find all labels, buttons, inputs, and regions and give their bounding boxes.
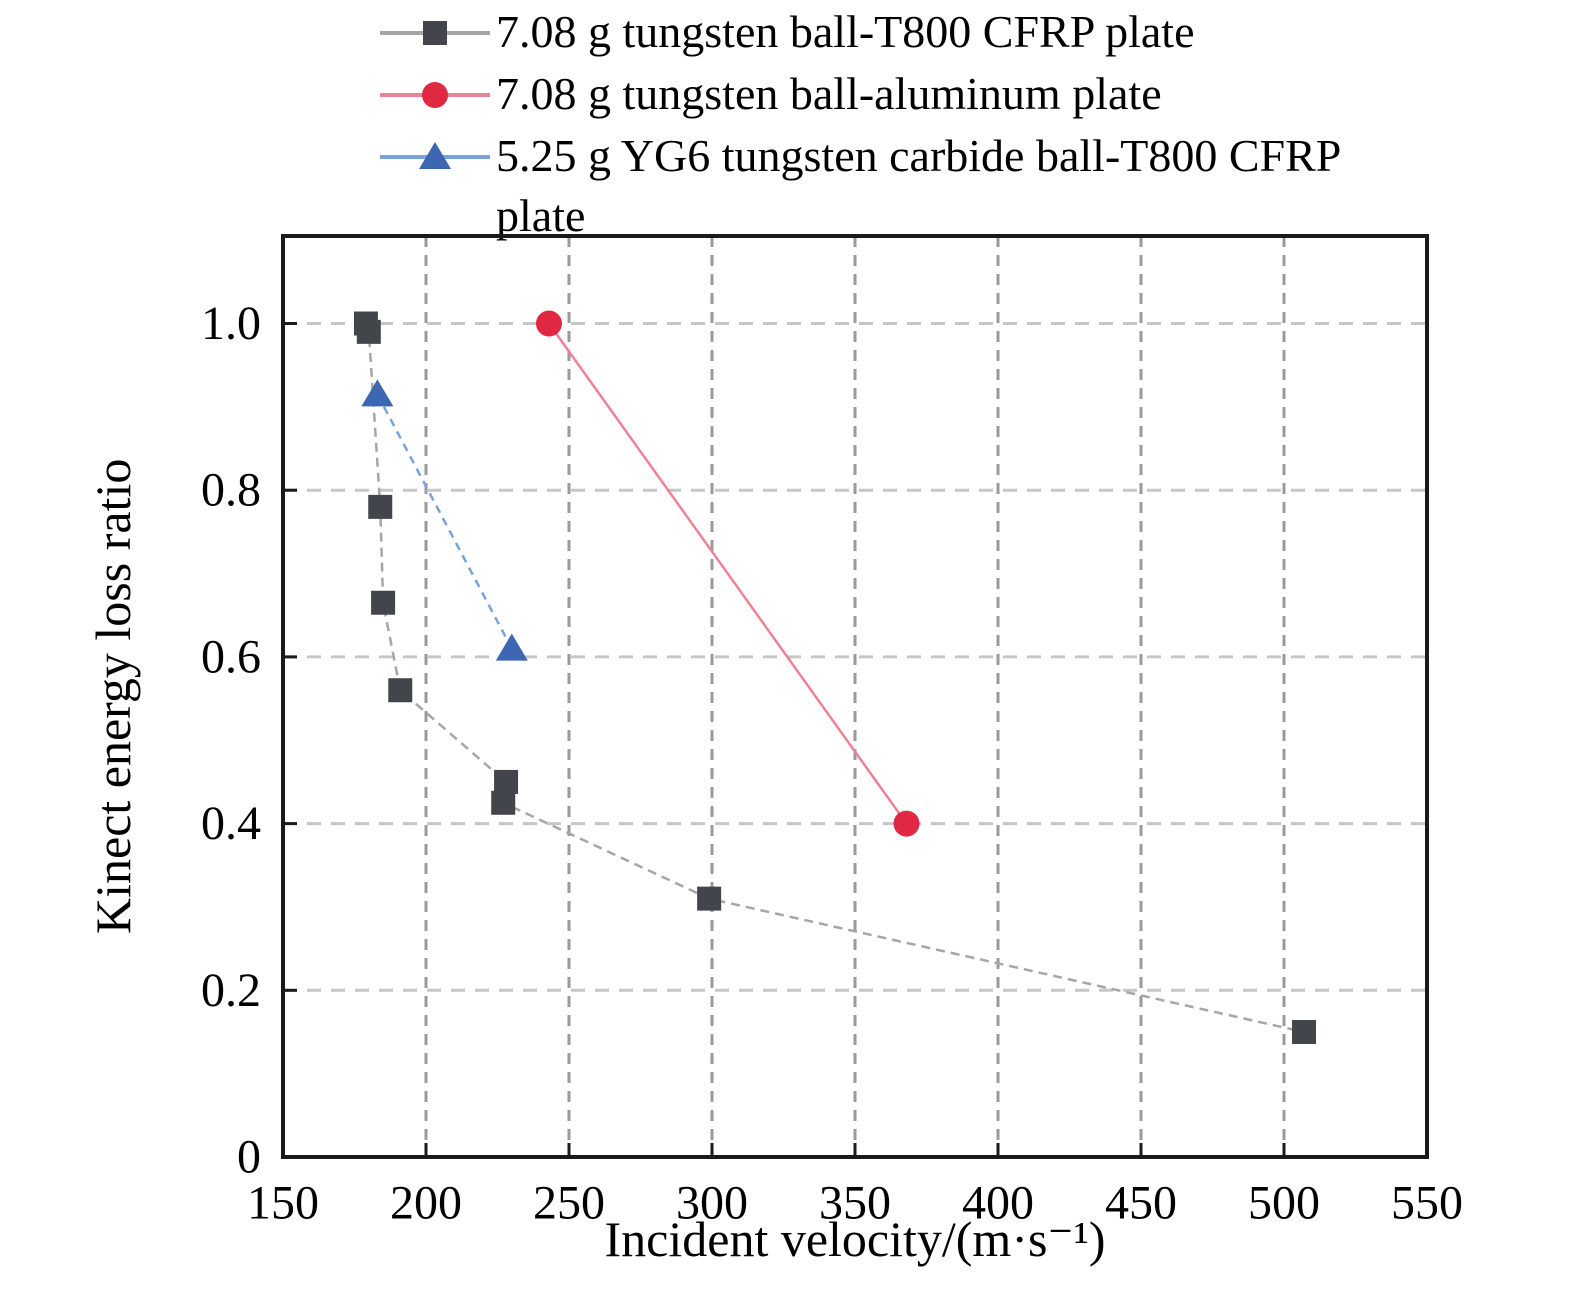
data-point-triangle xyxy=(419,142,451,169)
data-point-circle xyxy=(535,310,562,337)
y-tick-label: 0.8 xyxy=(201,464,261,517)
data-point-circle xyxy=(893,810,920,837)
y-tick-label: 0.2 xyxy=(201,964,261,1017)
legend-marker-square-icon xyxy=(380,21,490,45)
data-point-square xyxy=(423,21,447,45)
x-tick-label: 550 xyxy=(1391,1177,1463,1230)
legend-item: 5.25 g YG6 tungsten carbide ball-T800 CF… xyxy=(378,126,1376,246)
x-tick-label: 500 xyxy=(1248,1177,1320,1230)
legend-label: 7.08 g tungsten ball-aluminum plate xyxy=(496,68,1162,119)
data-point-square xyxy=(1292,1019,1317,1044)
y-tick-label: 0 xyxy=(237,1131,261,1184)
legend-label: 5.25 g YG6 tungsten carbide ball-T800 CF… xyxy=(496,130,1340,241)
legend-label: 7.08 g tungsten ball-T800 CFRP plate xyxy=(496,6,1195,57)
data-point-square xyxy=(494,769,519,794)
series-line xyxy=(376,393,513,650)
data-point-triangle xyxy=(495,633,528,661)
y-tick-label: 0.6 xyxy=(201,630,261,683)
legend-marker-triangle-icon xyxy=(380,142,490,169)
data-point-square xyxy=(368,494,393,519)
x-axis-label: Incident velocity/(m·s⁻¹) xyxy=(604,1211,1106,1267)
data-point-triangle xyxy=(361,379,394,407)
x-tick-label: 250 xyxy=(533,1177,605,1230)
x-tick-label: 300 xyxy=(676,1177,748,1230)
data-point-square xyxy=(697,886,722,911)
x-tick-label: 350 xyxy=(819,1177,891,1230)
chart-legend: 7.08 g tungsten ball-T800 CFRP plate 7.0… xyxy=(378,2,1376,246)
x-tick-label: 450 xyxy=(1105,1177,1177,1230)
legend-marker-circle-icon xyxy=(380,82,490,108)
data-point-square xyxy=(356,319,381,344)
legend-item: 7.08 g tungsten ball-T800 CFRP plate xyxy=(378,2,1376,64)
y-tick-label: 1.0 xyxy=(201,297,261,350)
x-tick-label: 400 xyxy=(962,1177,1034,1230)
data-point-square xyxy=(491,790,516,815)
series-line xyxy=(364,323,1305,1034)
data-point-square xyxy=(371,590,396,615)
legend-item: 7.08 g tungsten ball-aluminum plate xyxy=(378,64,1376,126)
series-line xyxy=(547,322,908,825)
data-point-circle xyxy=(422,82,448,108)
y-axis-label: Kinect energy loss ratio xyxy=(85,458,141,935)
x-tick-label: 150 xyxy=(247,1177,319,1230)
y-tick-label: 0.4 xyxy=(201,797,261,850)
x-tick-label: 200 xyxy=(390,1177,462,1230)
data-point-square xyxy=(388,678,413,703)
